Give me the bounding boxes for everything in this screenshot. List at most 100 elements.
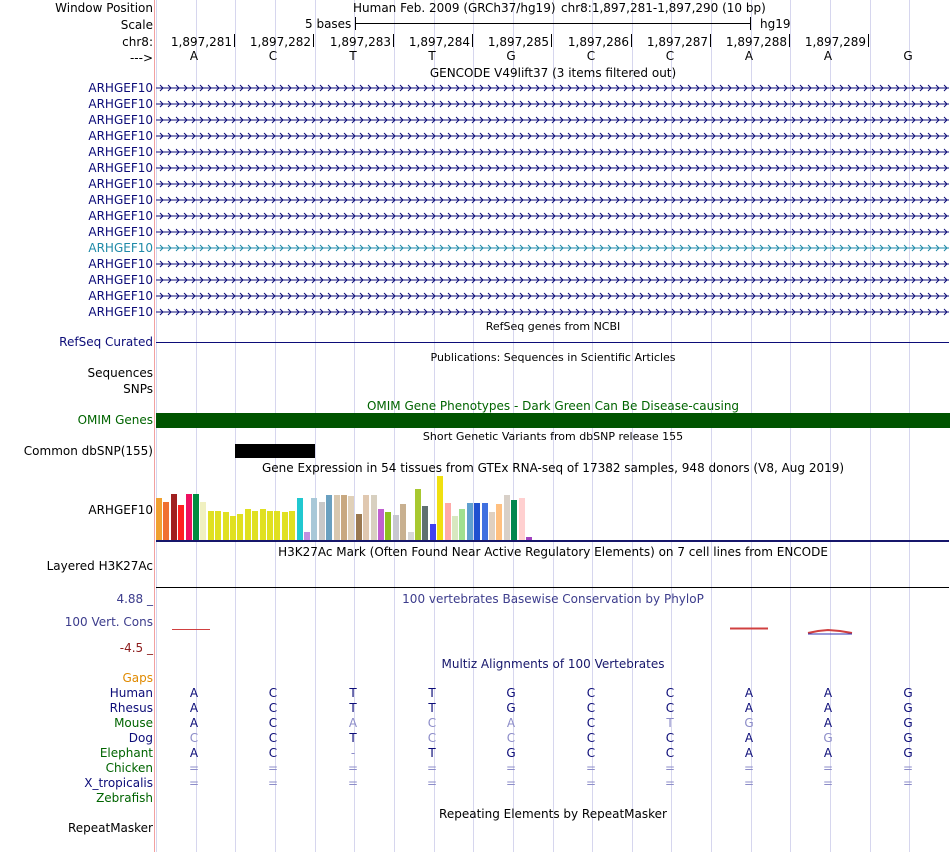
gencode-transcript-line[interactable] [156,260,949,268]
gtex-tissue-bar[interactable] [237,514,244,540]
gencode-transcript-line[interactable] [156,116,949,124]
species-label[interactable]: Zebrafish [96,791,153,805]
gtex-tissue-bar[interactable] [422,506,429,540]
gencode-gene-label[interactable]: ARHGEF10 [88,129,153,143]
gtex-tissue-bar[interactable] [222,512,229,540]
gencode-gene-label[interactable]: ARHGEF10 [88,177,153,191]
publications-sequences-label[interactable]: Sequences [87,366,153,380]
gtex-tissue-bar[interactable] [178,505,185,540]
gtex-bar-chart[interactable] [156,476,536,540]
gencode-transcript-line[interactable] [156,100,949,108]
gencode-gene-label[interactable]: ARHGEF10 [88,241,153,255]
gencode-gene-label[interactable]: ARHGEF10 [88,145,153,159]
gtex-tissue-bar[interactable] [415,489,421,540]
gtex-tissue-bar[interactable] [370,495,377,540]
species-label[interactable]: X_tropicalis [84,776,153,790]
gencode-transcript-line[interactable] [156,212,949,220]
gencode-gene-label[interactable]: ARHGEF10 [88,113,153,127]
omim-feature-bar[interactable] [156,413,950,428]
gtex-tissue-bar[interactable] [496,504,503,540]
gtex-tissue-bar[interactable] [407,532,414,540]
gencode-transcript-line[interactable] [156,164,949,172]
gtex-tissue-bar[interactable] [207,511,214,540]
gtex-tissue-bar[interactable] [281,512,288,540]
species-label[interactable]: Rhesus [109,701,153,715]
gencode-transcript-line[interactable] [156,196,949,204]
gtex-tissue-bar[interactable] [452,516,458,540]
gtex-tissue-bar[interactable] [274,511,281,540]
gencode-transcript-line[interactable] [156,180,949,188]
h3k27ac-track-label[interactable]: Layered H3K27Ac [46,559,153,573]
species-label[interactable]: Dog [128,731,153,745]
gtex-tissue-bar[interactable] [259,509,266,540]
gtex-tissue-bar[interactable] [341,495,347,540]
gtex-tissue-bar[interactable] [437,476,444,540]
gencode-transcript-line[interactable] [156,132,949,140]
gencode-gene-label[interactable]: ARHGEF10 [88,161,153,175]
publications-snps-label[interactable]: SNPs [123,382,153,396]
gtex-tissue-bar[interactable] [518,498,525,540]
gtex-tissue-bar[interactable] [289,511,296,540]
gtex-tissue-bar[interactable] [526,537,532,540]
gtex-tissue-bar[interactable] [489,512,495,540]
dbsnp-track-label[interactable]: Common dbSNP(155) [23,444,153,458]
gtex-tissue-bar[interactable] [304,532,310,540]
gtex-tissue-bar[interactable] [444,503,451,540]
refseq-track-label[interactable]: RefSeq Curated [59,335,153,349]
gencode-gene-label[interactable]: ARHGEF10 [88,305,153,319]
gtex-tissue-bar[interactable] [429,524,436,540]
repeatmasker-track-label[interactable]: RepeatMasker [67,821,153,835]
gtex-tissue-bar[interactable] [400,504,407,540]
gtex-tissue-bar[interactable] [363,495,370,540]
dbsnp-variant-block[interactable] [235,444,315,458]
gencode-gene-label[interactable]: ARHGEF10 [88,225,153,239]
gtex-tissue-bar[interactable] [215,511,222,540]
gencode-transcript-line[interactable] [156,292,949,300]
gencode-gene-label[interactable]: ARHGEF10 [88,193,153,207]
gencode-transcript-line[interactable] [156,308,949,316]
gtex-tissue-bar[interactable] [355,514,362,540]
gtex-tissue-bar[interactable] [163,502,170,540]
gtex-tissue-bar[interactable] [193,494,199,540]
gtex-tissue-bar[interactable] [244,509,251,540]
gtex-tissue-bar[interactable] [296,498,303,540]
gtex-tissue-bar[interactable] [474,503,481,540]
gencode-transcript-line[interactable] [156,84,949,92]
gencode-gene-label[interactable]: ARHGEF10 [88,257,153,271]
gtex-tissue-bar[interactable] [170,494,177,540]
gencode-transcript-line[interactable] [156,276,949,284]
gtex-tissue-bar[interactable] [200,502,207,540]
species-label[interactable]: Elephant [99,746,153,760]
gtex-tissue-bar[interactable] [326,495,333,540]
gtex-tissue-bar[interactable] [230,516,236,540]
gencode-transcript-line[interactable] [156,244,949,252]
gtex-tissue-bar[interactable] [466,503,473,540]
gtex-tissue-bar[interactable] [511,500,518,540]
gtex-tissue-bar[interactable] [378,509,384,540]
species-label[interactable]: Human [109,686,153,700]
species-label[interactable]: Mouse [114,716,153,730]
gtex-tissue-bar[interactable] [459,509,466,540]
gencode-gene-label[interactable]: ARHGEF10 [88,97,153,111]
gtex-tissue-bar[interactable] [318,502,325,540]
gtex-tissue-bar[interactable] [392,515,399,540]
gtex-tissue-bar[interactable] [503,495,510,540]
omim-track-label[interactable]: OMIM Genes [77,413,153,427]
gencode-gene-label[interactable]: ARHGEF10 [88,289,153,303]
gtex-tissue-bar[interactable] [156,498,162,540]
gencode-transcript-line[interactable] [156,228,949,236]
gtex-tissue-bar[interactable] [348,496,355,540]
gtex-gene-label[interactable]: ARHGEF10 [88,503,153,517]
gtex-tissue-bar[interactable] [185,494,192,540]
phylop-track-label[interactable]: 100 Vert. Cons [64,615,153,629]
species-label[interactable]: Chicken [105,761,153,775]
gtex-tissue-bar[interactable] [481,503,488,540]
gtex-tissue-bar[interactable] [267,511,273,540]
gencode-gene-label[interactable]: ARHGEF10 [88,209,153,223]
gtex-tissue-bar[interactable] [385,512,392,540]
gtex-tissue-bar[interactable] [252,511,259,540]
gencode-gene-label[interactable]: ARHGEF10 [88,81,153,95]
gtex-tissue-bar[interactable] [333,495,340,540]
gtex-tissue-bar[interactable] [311,498,318,540]
gencode-transcript-line[interactable] [156,148,949,156]
